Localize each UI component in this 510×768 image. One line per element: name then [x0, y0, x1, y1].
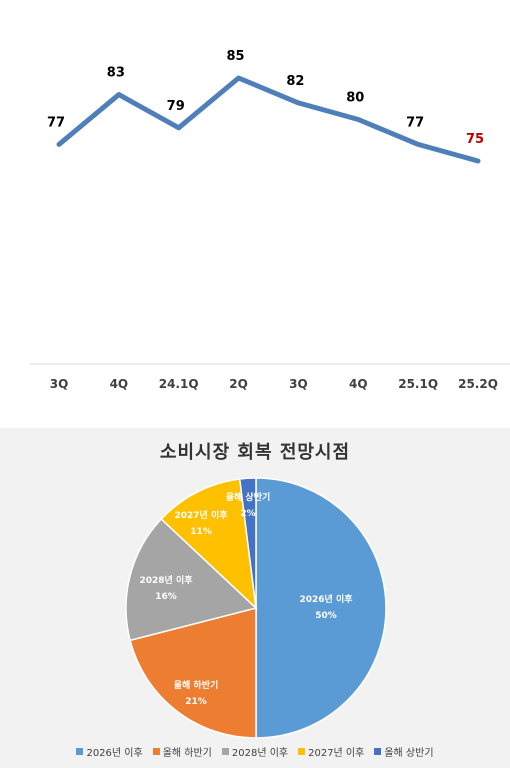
data-label: 79 [167, 99, 185, 114]
pie-slice [129, 607, 257, 738]
x-tick-label: 2Q [229, 377, 248, 391]
x-tick-label: 3Q [50, 377, 69, 391]
legend-item: 올해 하반기 [152, 744, 212, 759]
line-chart: 77 83 79 85 82 80 77 75 3Q 4Q 24.1Q 2Q 3Q 4Q 25.1Q 25.2… [30, 49, 510, 391]
slice-percent: 11% [190, 527, 212, 537]
x-tick-label: 3Q [289, 377, 308, 391]
legend-item: 2026년 이후 [76, 744, 143, 759]
series-line [56, 75, 481, 164]
x-tick-label: 25.1Q [398, 377, 438, 391]
pie-slice [160, 478, 258, 610]
slice-percent: 16% [155, 592, 177, 602]
pie-chart-svg: 2026년 이후 50% 올해 하반기 21% 2028년 이후 16% 2027년 이후 1… [125, 477, 387, 738]
legend-label: 2026년 이후 [86, 748, 143, 759]
slice-percent: 50% [315, 611, 337, 621]
slice-label: 올해 상반기 [226, 491, 271, 503]
slice-percent: 2% [240, 509, 255, 519]
legend-swatch [152, 748, 160, 755]
pie-slice [125, 517, 258, 642]
slice-label: 올해 하반기 [174, 679, 219, 691]
data-label: 80 [346, 91, 364, 106]
legend-swatch [221, 748, 229, 755]
slice-label: 2026년 이후 [299, 593, 353, 605]
legend-label: 올해 상반기 [384, 748, 434, 759]
x-tick-label: 25.2Q [458, 377, 498, 391]
legend-swatch [298, 748, 306, 755]
legend-label: 2027년 이후 [308, 748, 365, 759]
legend-item: 2028년 이후 [221, 744, 289, 759]
pie-chart: 소비시장 회복 전망시점 2026년 이후 50% 올해 하반기 21% 2028년 이… [0, 428, 510, 768]
pie-legend: 2026년 이후 올해 하반기 2028년 이후 2027년 이후 올해 상반기 [0, 744, 510, 759]
x-tick-label: 4Q [349, 377, 368, 391]
legend-item: 올해 상반기 [374, 744, 434, 759]
data-label: 82 [286, 74, 304, 89]
legend-label: 올해 하반기 [162, 748, 212, 759]
pie-slice [238, 477, 257, 609]
data-label: 77 [406, 115, 424, 130]
slice-label: 2027년 이후 [174, 509, 228, 521]
legend-item: 2027년 이후 [298, 744, 364, 759]
pie-chart-title: 소비시장 회복 전망시점 [159, 442, 351, 463]
line-chart-svg: 77 83 79 85 82 80 77 75 3Q 4Q 24.1Q 2Q 3Q 4Q 25.1Q 25.2… [30, 49, 510, 391]
data-label: 83 [107, 66, 125, 81]
slice-label: 2028년 이후 [139, 574, 193, 586]
slice-percent: 21% [185, 697, 207, 707]
data-label: 75 [466, 132, 484, 147]
legend-swatch [374, 748, 382, 755]
x-tick-label: 4Q [110, 377, 129, 391]
x-tick-label: 24.1Q [159, 377, 199, 391]
legend-swatch [76, 748, 84, 755]
legend-label: 2028년 이후 [231, 748, 289, 759]
data-label: 77 [47, 115, 65, 130]
data-label: 85 [227, 49, 245, 64]
pie-slice [255, 477, 387, 738]
